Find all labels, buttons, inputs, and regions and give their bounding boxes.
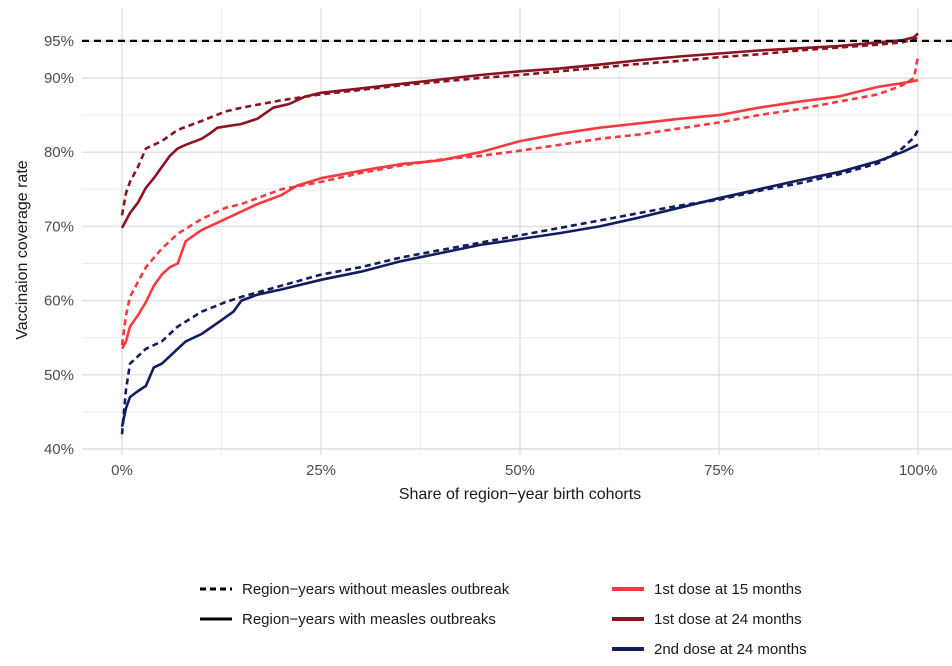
legend-label-1st-15m: 1st dose at 15 months: [654, 581, 802, 598]
y-tick-label: 90%: [44, 70, 74, 87]
x-tick-label: 50%: [505, 462, 535, 479]
legend-label-without-outbreak: Region−years without measles outbreak: [242, 581, 510, 598]
series-line-1st-dose-at-15-months-without-outbreak: [120, 55, 920, 346]
x-axis-title: Share of region−year birth cohorts: [399, 486, 641, 503]
y-tick-label: 60%: [44, 293, 74, 310]
y-tick-label: 40%: [44, 441, 74, 458]
series-lines: [120, 32, 920, 435]
x-tick-label: 0%: [111, 462, 133, 479]
legend-color: 1st dose at 15 months 1st dose at 24 mon…: [612, 581, 807, 658]
x-tick-label: 25%: [306, 462, 336, 479]
series-line-1st-dose-at-24-months-with-outbreak: [120, 32, 919, 229]
y-tick-label: 50%: [44, 367, 74, 384]
series-line-1st-dose-at-24-months-without-outbreak: [120, 36, 919, 216]
y-tick-label: 80%: [44, 144, 74, 161]
series-line-1st-dose-at-15-months-with-outbreak: [120, 78, 919, 350]
legend-label-1st-24m: 1st dose at 24 months: [654, 611, 802, 628]
minor-gridlines: [82, 8, 952, 455]
legend-linetype: Region−years without measles outbreak Re…: [200, 581, 510, 628]
legend-label-2nd-24m: 2nd dose at 24 months: [654, 641, 807, 658]
y-tick-label: 70%: [44, 218, 74, 235]
y-axis-title: Vaccinaion coverage rate: [14, 160, 31, 339]
y-tick-label: 95%: [44, 33, 74, 50]
x-tick-label: 75%: [704, 462, 734, 479]
legend-label-with-outbreak: Region−years with measles outbreaks: [242, 611, 496, 628]
legend: Region−years without measles outbreak Re…: [200, 581, 807, 658]
x-tick-label: 100%: [899, 462, 937, 479]
tick-labels: 40% 50% 60% 70% 80% 90% 95% 0% 25% 50% 75% 100%: [44, 33, 937, 479]
series-line-2nd-dose-at-24-months-with-outbreak: [120, 143, 919, 427]
series-line-2nd-dose-at-24-months-without-outbreak: [120, 129, 920, 435]
